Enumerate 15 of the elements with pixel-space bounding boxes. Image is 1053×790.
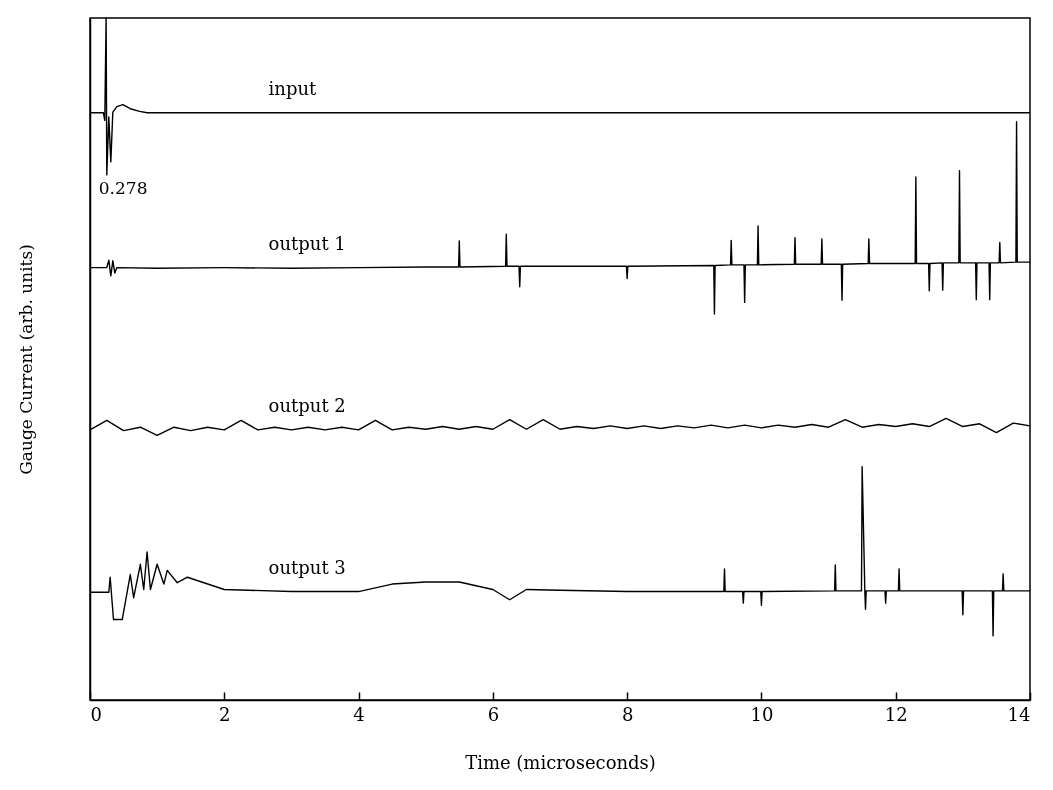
x-axis-title: Time (microseconds) [465,751,656,773]
x-tick-label: 12 [884,703,908,725]
x-tick-label: 8 [621,703,634,725]
series-label: output 2 [268,394,346,416]
x-tick-label: 0 [90,703,102,725]
x-tick-label: 4 [353,703,365,725]
series-label: output 3 [268,557,346,579]
annotation: 0.278 [98,177,148,198]
x-tick-label: 6 [487,703,500,725]
x-tick-label: 14 [1007,703,1031,725]
y-axis-title: Gauge Current (arb. units) [15,244,36,475]
series-label: input [268,77,318,99]
x-tick-label: 10 [750,703,774,725]
series-label: output 1 [268,232,346,254]
x-tick-label: 2 [219,703,231,725]
